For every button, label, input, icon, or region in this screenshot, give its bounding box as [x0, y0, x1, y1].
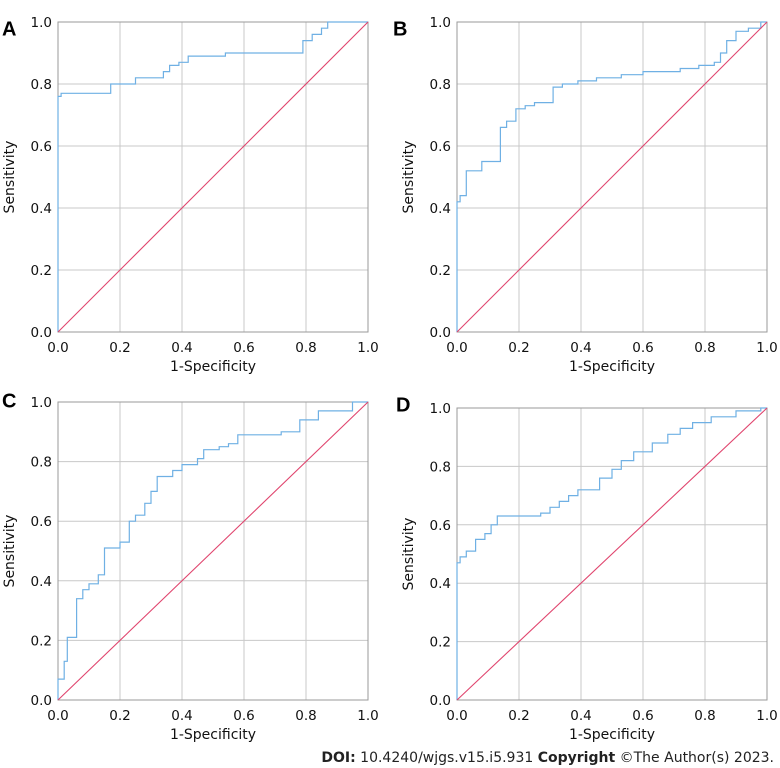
x-tick-label: 0.6	[233, 340, 254, 356]
y-tick-label: 0.2	[430, 635, 451, 651]
x-tick-label: 0.6	[233, 708, 254, 724]
x-tick-label: 0.8	[295, 708, 316, 724]
x-tick-label: 0.6	[632, 340, 653, 356]
x-tick-label: 0.2	[109, 340, 130, 356]
x-axis-label: 1-Specificity	[569, 359, 655, 375]
doi-label: DOI:	[321, 750, 356, 766]
doi-credit-line: DOI: 10.4240/wjgs.v15.i5.931 Copyright ©…	[321, 750, 774, 766]
x-axis-label: 1-Specificity	[170, 359, 256, 375]
y-tick-label: 0.6	[31, 514, 52, 530]
roc-curve	[57, 21, 368, 332]
x-tick-label: 0.8	[694, 340, 715, 356]
y-tick-label: 0.0	[31, 325, 52, 341]
y-tick-label: 0.4	[31, 201, 52, 217]
y-tick-label: 1.0	[31, 395, 52, 411]
roc-curve	[456, 407, 767, 700]
x-tick-label: 0.8	[295, 340, 316, 356]
x-tick-label: 1.0	[756, 708, 777, 724]
y-tick-label: 0.8	[31, 77, 52, 93]
x-tick-label: 0.2	[508, 340, 529, 356]
y-tick-label: 0.4	[430, 201, 451, 217]
panel-letter: B	[393, 19, 407, 41]
y-tick-label: 0.0	[430, 693, 451, 709]
x-tick-label: 0.4	[171, 708, 192, 724]
y-tick-label: 0.2	[31, 633, 52, 649]
y-axis-label: Sensitivity	[401, 141, 417, 214]
roc-curve	[57, 401, 368, 700]
chart-panel-b: B 0.00.0 0.2 0.2 0.4 0.4 0.6 0.6 0.8 0.8 1.0 1.0 1-S…	[393, 15, 778, 375]
reference-diagonal-line	[57, 21, 369, 333]
x-axis-label: 1-Specificity	[569, 727, 655, 743]
copyright-value: ©The Author(s) 2023.	[619, 750, 774, 766]
y-axis-label: Sensitivity	[401, 518, 417, 591]
y-tick-label: 0.6	[31, 139, 52, 155]
y-tick-label: 0.6	[430, 139, 451, 155]
x-tick-label: 0.0	[47, 340, 68, 356]
copyright-label: Copyright	[537, 750, 616, 766]
y-tick-label: 0.0	[31, 693, 52, 709]
x-axis-label: 1-Specificity	[170, 727, 256, 743]
roc-curve	[456, 21, 767, 332]
panel-letter: D	[396, 395, 410, 417]
y-axis-label: Sensitivity	[2, 515, 18, 588]
x-tick-label: 0.8	[694, 708, 715, 724]
reference-diagonal-line	[456, 21, 768, 333]
y-tick-label: 1.0	[430, 401, 451, 417]
y-tick-label: 0.2	[430, 263, 451, 279]
y-tick-label: 1.0	[430, 15, 451, 31]
y-tick-label: 0.8	[430, 459, 451, 475]
x-tick-label: 0.2	[508, 708, 529, 724]
plot-frame	[57, 401, 369, 701]
y-tick-label: 0.8	[31, 455, 52, 471]
x-tick-label: 1.0	[357, 340, 378, 356]
panel-letter: A	[2, 19, 16, 41]
panel-letter: C	[2, 391, 16, 413]
x-tick-label: 0.2	[109, 708, 130, 724]
doi-value: 10.4240/wjgs.v15.i5.931	[360, 750, 534, 766]
plot-frame	[456, 21, 768, 333]
y-tick-label: 1.0	[31, 15, 52, 31]
x-tick-label: 1.0	[357, 708, 378, 724]
reference-diagonal-line	[456, 407, 768, 701]
x-tick-label: 1.0	[756, 340, 777, 356]
chart-panel-d: D 0.00.0 0.2 0.2 0.4 0.4 0.6 0.6 0.8 0.8 1.0 1.0 1-S…	[396, 395, 778, 743]
x-tick-label: 0.4	[570, 340, 591, 356]
x-tick-label: 0.6	[632, 708, 653, 724]
x-tick-label: 0.4	[570, 708, 591, 724]
reference-diagonal-line	[57, 401, 369, 701]
x-tick-label: 0.0	[446, 340, 467, 356]
y-tick-label: 0.8	[430, 77, 451, 93]
y-tick-label: 0.0	[430, 325, 451, 341]
y-tick-label: 0.2	[31, 263, 52, 279]
plot-frame	[456, 407, 768, 701]
y-tick-label: 0.4	[430, 576, 451, 592]
y-tick-label: 0.6	[430, 518, 451, 534]
chart-panel-a: A 0.00.0 0.2 0.2 0.4 0.4 0.6 0.6 0.8 0.8 1.0 1.0 1-S…	[2, 15, 379, 375]
x-tick-label: 0.0	[446, 708, 467, 724]
chart-panel-c: C 0.00.0 0.2 0.2 0.4 0.4 0.6 0.6 0.8 0.8 1.0 1.0 1-S…	[2, 391, 379, 743]
y-tick-label: 0.4	[31, 574, 52, 590]
y-axis-label: Sensitivity	[2, 141, 18, 214]
x-tick-label: 0.0	[47, 708, 68, 724]
x-tick-label: 0.4	[171, 340, 192, 356]
